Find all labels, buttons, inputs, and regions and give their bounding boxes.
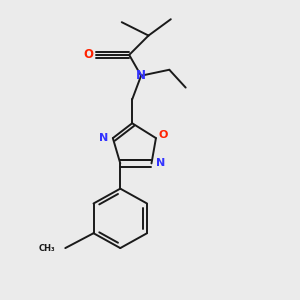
Text: N: N: [99, 133, 109, 143]
Text: CH₃: CH₃: [38, 244, 55, 253]
Text: N: N: [136, 69, 146, 82]
Text: O: O: [159, 130, 168, 140]
Text: O: O: [83, 48, 93, 62]
Text: N: N: [156, 158, 165, 168]
